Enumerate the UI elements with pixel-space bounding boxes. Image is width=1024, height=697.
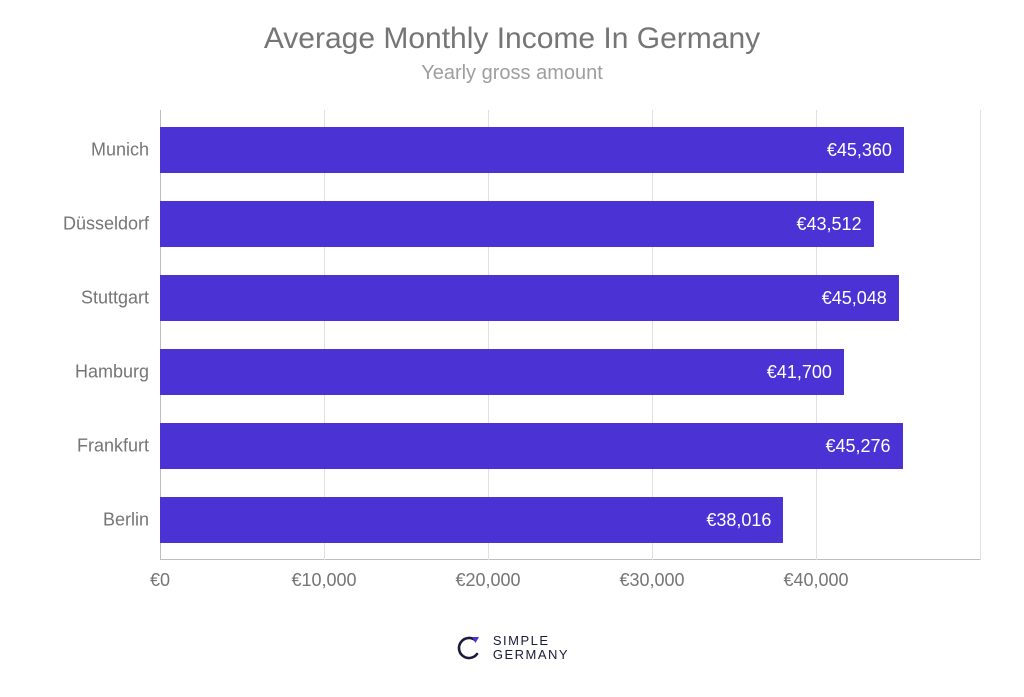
bar: €45,360: [160, 127, 904, 173]
x-tick-label: €40,000: [783, 570, 848, 591]
bar-value-label: €38,016: [706, 510, 771, 531]
y-tick-label: Hamburg: [75, 362, 149, 383]
y-axis-line: [160, 110, 161, 560]
plot-area: €45,360 €43,512 €45,048 €41,700 €45,276 €38,0…: [160, 110, 980, 560]
chart-subtitle: Yearly gross amount: [0, 62, 1024, 85]
x-tick-label: €10,000: [291, 570, 356, 591]
brand-icon: [455, 634, 483, 662]
bar-row: €43,512: [160, 201, 874, 247]
x-axis-line: [160, 559, 980, 560]
y-tick-label: Frankfurt: [77, 436, 149, 457]
bar-value-label: €45,360: [827, 140, 892, 161]
brand-logo: SIMPLE GERMANY: [0, 634, 1024, 663]
x-gridline: [324, 110, 325, 560]
brand-line1: SIMPLE: [493, 634, 569, 648]
y-tick-label: Stuttgart: [81, 288, 149, 309]
bar: €45,048: [160, 275, 899, 321]
y-tick-label: Düsseldorf: [63, 214, 149, 235]
bar-value-label: €45,276: [825, 436, 890, 457]
bar-row: €41,700: [160, 349, 844, 395]
bar-row: €45,360: [160, 127, 904, 173]
brand-line2: GERMANY: [493, 648, 569, 662]
bar-row: €38,016: [160, 497, 783, 543]
income-chart: Average Monthly Income In Germany Yearly…: [0, 0, 1024, 697]
bar: €41,700: [160, 349, 844, 395]
bar: €45,276: [160, 423, 903, 469]
bar-value-label: €41,700: [767, 362, 832, 383]
x-gridline: [980, 110, 981, 560]
x-gridline: [652, 110, 653, 560]
bar-row: €45,276: [160, 423, 903, 469]
chart-title: Average Monthly Income In Germany: [0, 22, 1024, 56]
x-gridline: [816, 110, 817, 560]
bar-row: €45,048: [160, 275, 899, 321]
bar-value-label: €43,512: [797, 214, 862, 235]
y-tick-label: Berlin: [103, 510, 149, 531]
x-tick-label: €30,000: [619, 570, 684, 591]
x-gridline: [488, 110, 489, 560]
x-tick-label: €20,000: [455, 570, 520, 591]
bar-value-label: €45,048: [822, 288, 887, 309]
bar: €38,016: [160, 497, 783, 543]
x-tick-label: €0: [150, 570, 170, 591]
bar: €43,512: [160, 201, 874, 247]
y-tick-label: Munich: [91, 140, 149, 161]
brand-text: SIMPLE GERMANY: [493, 634, 569, 663]
